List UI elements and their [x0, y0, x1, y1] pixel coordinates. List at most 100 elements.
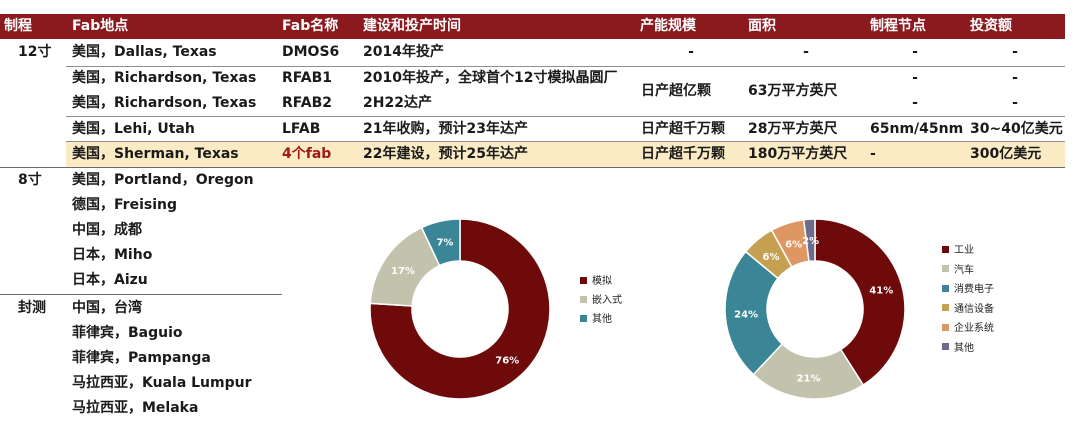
row-time: 2H22达产 [363, 95, 432, 111]
row-fab-name: 4个fab [282, 146, 332, 162]
legend-swatch [942, 323, 949, 331]
location-packaging: 马拉西亚，Melaka [72, 400, 199, 416]
group-8inch: 8寸 [18, 172, 42, 188]
legend-item: 其他 [580, 313, 612, 327]
location-8inch: 日本，Aizu [72, 272, 148, 288]
legend-label: 模拟 [592, 276, 612, 287]
row-area-merged: 63万平方英尺 [748, 83, 838, 99]
legend-item: 嵌入式 [580, 294, 622, 308]
row-investment: - [1012, 70, 1018, 86]
donut-slice-汽车 [752, 342, 865, 400]
row-location: 美国，Richardson, Texas [72, 95, 257, 111]
legend-swatch [580, 314, 587, 322]
header-process: 制程 [4, 18, 32, 34]
row-time: 21年收购，预计23年达产 [363, 121, 528, 137]
header-build-time: 建设和投产时间 [363, 18, 461, 34]
header-location: Fab地点 [72, 18, 129, 34]
row-fab-name: RFAB2 [282, 95, 332, 111]
donut-slice-模拟 [369, 218, 551, 400]
donut-slice-消费电子 [724, 250, 784, 376]
section-divider [0, 167, 1065, 168]
legend-item: 工业 [942, 244, 974, 258]
data-label: 24% [734, 309, 758, 320]
header-capacity: 产能规模 [640, 18, 696, 34]
highlighted-row-bg [66, 142, 1065, 167]
row-divider [66, 116, 1065, 117]
legend-swatch [942, 284, 949, 292]
legend-item: 模拟 [580, 275, 612, 289]
legend-label: 其他 [592, 314, 612, 325]
row-time: 2010年投产，全球首个12寸模拟晶圆厂 [363, 70, 618, 86]
data-label: 6% [785, 239, 802, 250]
location-8inch: 中国，成都 [72, 222, 142, 238]
row-location: 美国，Dallas, Texas [72, 44, 217, 60]
data-label: 6% [763, 252, 780, 263]
data-label: 2% [802, 236, 819, 247]
legend-swatch [580, 295, 587, 303]
row-time: 22年建设，预计25年达产 [363, 146, 528, 162]
row-area: 180万平方英尺 [748, 146, 848, 162]
table-header: 制程 Fab地点 Fab名称 建设和投产时间 产能规模 面积 制程节点 投资额 [0, 14, 1065, 39]
legend-label: 嵌入式 [592, 295, 622, 306]
row-divider [66, 141, 1065, 142]
data-label: 41% [869, 286, 893, 297]
legend-item: 其他 [942, 342, 974, 356]
row-capacity: 日产超千万颗 [641, 146, 725, 162]
location-8inch: 美国，Portland，Oregon [72, 172, 254, 188]
legend-swatch [942, 304, 949, 311]
row-node: - [912, 44, 918, 60]
row-investment: 300亿美元 [970, 146, 1042, 162]
row-investment: - [1012, 95, 1018, 111]
row-location: 美国，Lehi, Utah [72, 121, 195, 137]
donut-slice-工业 [814, 218, 906, 387]
legend-swatch [942, 245, 949, 253]
legend-label: 消费电子 [954, 284, 994, 295]
legend-label: 汽车 [954, 264, 974, 276]
location-packaging: 菲律宾，Pampanga [72, 350, 211, 366]
legend-label: 其他 [954, 342, 974, 354]
data-label: 76% [495, 355, 519, 366]
row-node: - [912, 70, 918, 86]
row-node: 65nm/45nm [870, 121, 964, 137]
legend-label: 通信设备 [954, 303, 994, 315]
row-fab-name: DMOS6 [282, 44, 340, 60]
donut-slice-其他 [802, 218, 816, 263]
header-fab-name: Fab名称 [282, 18, 339, 34]
row-node: - [912, 95, 918, 111]
legend-item: 企业系统 [942, 322, 994, 336]
location-packaging: 中国，台湾 [72, 300, 142, 316]
row-node: - [870, 146, 876, 162]
legend-label: 企业系统 [954, 323, 994, 334]
data-label: 7% [436, 238, 453, 249]
header-node: 制程节点 [870, 18, 926, 34]
header-area: 面积 [748, 18, 776, 34]
row-capacity-merged: 日产超亿颗 [641, 83, 711, 99]
data-label: 21% [797, 374, 821, 385]
location-packaging: 马拉西亚，Kuala Lumpur [72, 375, 252, 391]
row-location: 美国，Richardson, Texas [72, 70, 257, 86]
data-label: 17% [391, 266, 415, 277]
row-capacity: 日产超千万颗 [641, 121, 725, 137]
legend-item: 通信设备 [942, 303, 994, 317]
donut-chart-end-market: 41%21%24%6%6% 2% [724, 218, 906, 400]
row-location: 美国，Sherman, Texas [72, 146, 239, 162]
donut-slice-其他 [420, 218, 461, 267]
location-packaging: 菲律宾，Baguio [72, 325, 183, 341]
legend-swatch [942, 343, 949, 350]
row-investment: - [1012, 44, 1018, 60]
row-time: 2014年投产 [363, 44, 444, 60]
location-8inch: 日本，Miho [72, 247, 153, 263]
row-area: - [803, 44, 809, 60]
row-area: 28万平方英尺 [748, 121, 838, 137]
row-capacity: - [688, 44, 694, 60]
row-fab-name: LFAB [282, 121, 321, 137]
section-divider [0, 294, 282, 295]
donut-chart-product-mix: 76% 17% 7% [369, 218, 551, 400]
legend-swatch [580, 276, 587, 284]
group-12inch: 12寸 [18, 44, 52, 60]
legend-label: 工业 [954, 245, 974, 256]
row-fab-name: RFAB1 [282, 70, 332, 86]
legend-swatch [942, 265, 949, 272]
row-investment: 30~40亿美元 [970, 121, 1063, 137]
legend-item: 消费电子 [942, 283, 994, 297]
